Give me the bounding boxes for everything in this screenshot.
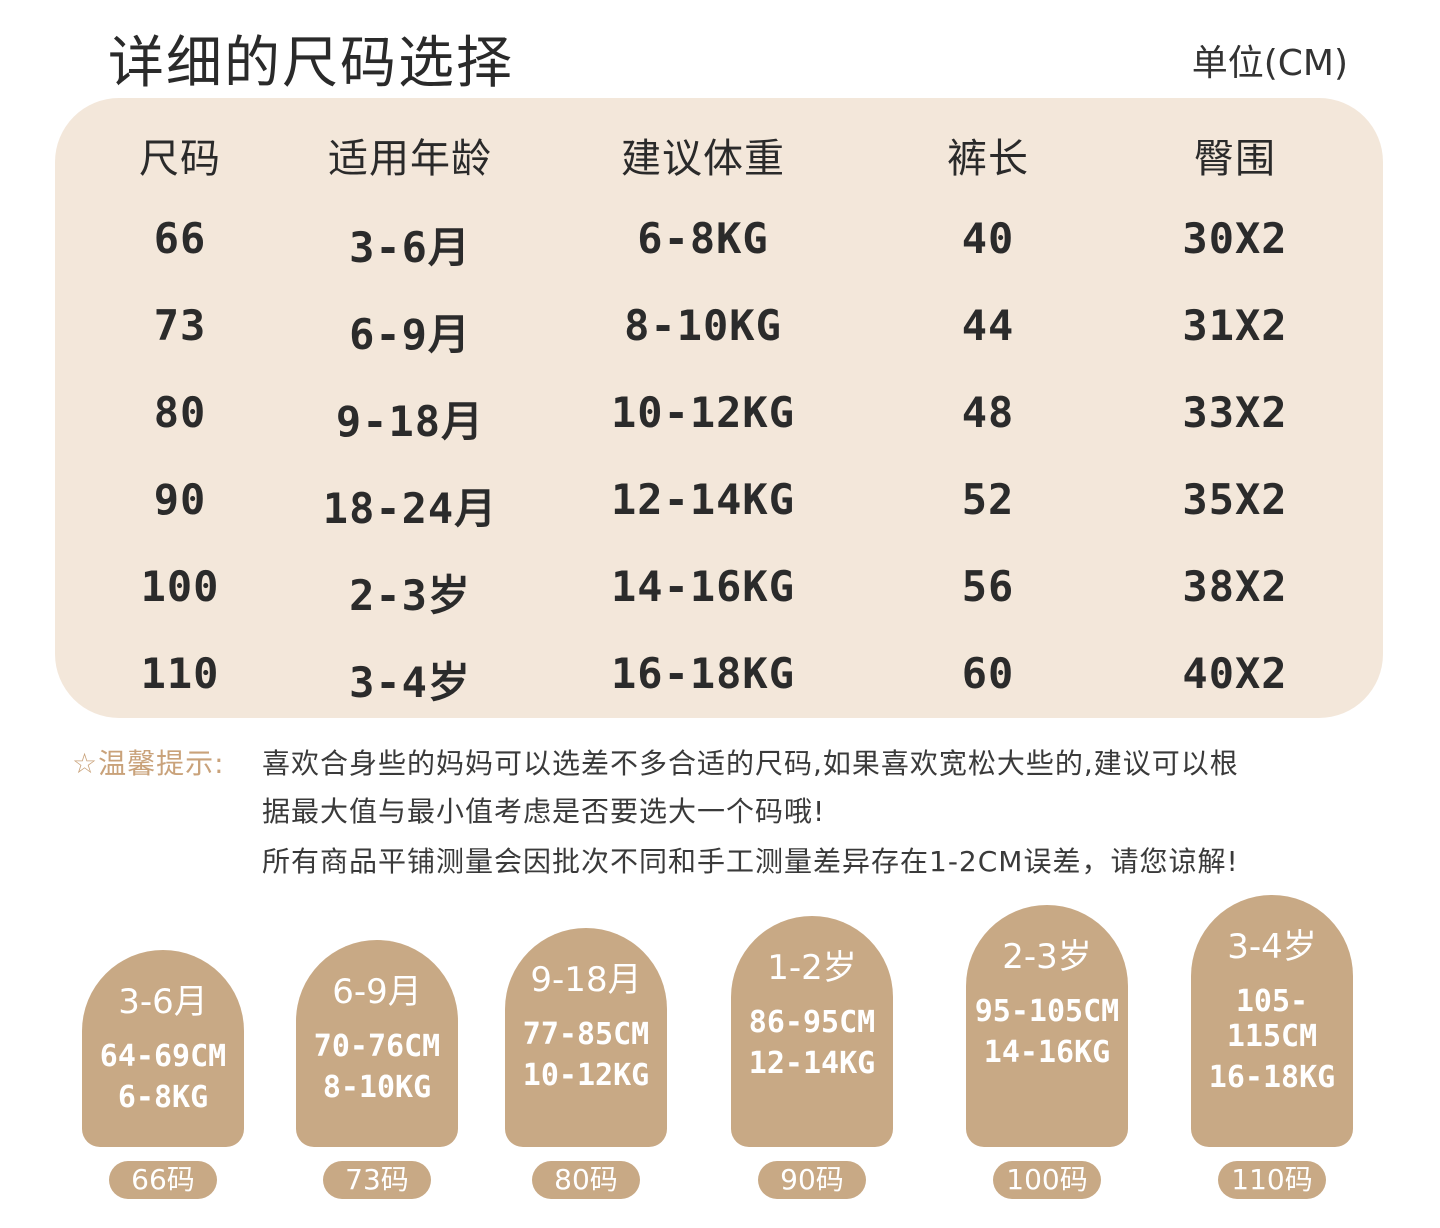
cell-pants-length: 48 (961, 388, 1015, 437)
card-height: 105-115CM (1226, 984, 1318, 1054)
header-weight: 建议体重 (621, 136, 785, 182)
card-height: 70-76CM (313, 1029, 441, 1064)
cell-hip: 31X2 (1182, 301, 1288, 350)
cell-pants-length: 56 (961, 562, 1015, 611)
page-title: 详细的尺码选择 (108, 31, 514, 96)
cell-age: 9-18月 (335, 397, 485, 446)
size-table-panel: 尺码 适用年龄 建议体重 裤长 臀围 66 3-6月 6-8KG 40 30X2 73 6-9月 8-1… (55, 98, 1383, 718)
card-age: 6-9月 (332, 972, 422, 1012)
size-tag: 66码 (109, 1161, 217, 1199)
cell-hip: 33X2 (1182, 388, 1288, 437)
card-height: 86-95CM (748, 1005, 876, 1040)
cell-hip: 38X2 (1182, 562, 1288, 611)
tip-line-3: 所有商品平铺测量会因批次不同和手工测量差异存在1-2CM误差，请您谅解! (262, 845, 1239, 878)
size-card: 2-3岁 95-105CM 14-16KG (966, 905, 1128, 1147)
card-height: 77-85CM (522, 1017, 650, 1052)
cell-weight: 16-18KG (610, 649, 796, 698)
header-pants-length: 裤长 (947, 136, 1029, 182)
cell-hip: 35X2 (1182, 475, 1288, 524)
header-hip: 臀围 (1194, 136, 1276, 182)
cell-weight: 14-16KG (610, 562, 796, 611)
cell-size: 66 (153, 214, 207, 263)
size-tag: 80码 (532, 1161, 640, 1199)
cell-weight: 12-14KG (610, 475, 796, 524)
tip-line-2: 据最大值与最小值考虑是否要选大一个码哦! (262, 795, 826, 828)
cell-pants-length: 40 (961, 214, 1015, 263)
cell-size: 90 (153, 475, 207, 524)
cell-pants-length: 60 (961, 649, 1015, 698)
size-card: 3-4岁 105-115CM 16-18KG (1191, 895, 1353, 1147)
cell-weight: 10-12KG (610, 388, 796, 437)
cell-pants-length: 44 (961, 301, 1015, 350)
cell-size: 80 (153, 388, 207, 437)
card-weight: 16-18KG (1208, 1060, 1336, 1095)
card-age: 1-2岁 (767, 948, 857, 988)
header-age: 适用年龄 (328, 136, 492, 182)
cell-pants-length: 52 (961, 475, 1015, 524)
cell-age: 6-9月 (349, 310, 471, 359)
cell-weight: 8-10KG (624, 301, 782, 350)
size-card: 3-6月 64-69CM 6-8KG (82, 950, 244, 1147)
card-weight: 12-14KG (748, 1046, 876, 1081)
cell-hip: 30X2 (1182, 214, 1288, 263)
card-height: 95-105CM (974, 994, 1120, 1029)
card-weight: 6-8KG (117, 1080, 209, 1115)
header-size: 尺码 (139, 136, 221, 182)
unit-label: 单位(CM) (1191, 43, 1348, 84)
tip-label: ☆温馨提示: (72, 747, 225, 780)
cell-age: 3-4岁 (349, 658, 471, 707)
cell-size: 73 (153, 301, 207, 350)
card-age: 3-4岁 (1227, 927, 1317, 967)
size-card: 1-2岁 86-95CM 12-14KG (731, 916, 893, 1147)
card-weight: 14-16KG (983, 1035, 1111, 1070)
size-card: 9-18月 77-85CM 10-12KG (505, 928, 667, 1147)
cell-age: 3-6月 (349, 223, 471, 272)
card-age: 3-6月 (118, 982, 208, 1022)
card-weight: 8-10KG (322, 1070, 432, 1105)
cell-size: 100 (140, 562, 220, 611)
card-age: 9-18月 (530, 960, 642, 1000)
cell-age: 18-24月 (322, 484, 498, 533)
cell-size: 110 (140, 649, 220, 698)
size-tag: 100码 (993, 1161, 1101, 1199)
size-tag: 73码 (323, 1161, 431, 1199)
cell-weight: 6-8KG (637, 214, 769, 263)
size-tag: 110码 (1218, 1161, 1326, 1199)
card-height: 64-69CM (99, 1039, 227, 1074)
tip-line-1: 喜欢合身些的妈妈可以选差不多合适的尺码,如果喜欢宽松大些的,建议可以根 (262, 747, 1239, 780)
card-weight: 10-12KG (522, 1058, 650, 1093)
size-card: 6-9月 70-76CM 8-10KG (296, 940, 458, 1147)
cell-hip: 40X2 (1182, 649, 1288, 698)
size-tag: 90码 (758, 1161, 866, 1199)
cell-age: 2-3岁 (349, 571, 471, 620)
card-age: 2-3岁 (1002, 937, 1092, 977)
